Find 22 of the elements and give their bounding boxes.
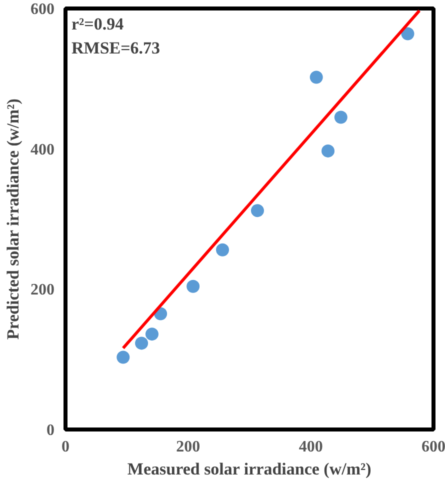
point <box>135 336 148 350</box>
point <box>216 243 230 256</box>
y-axis-title: Predicted solar irradiance (w/m²) <box>4 98 22 340</box>
point <box>401 27 414 40</box>
point <box>145 328 158 341</box>
x-axis-title: Measured solar irradiance (w/m²) <box>127 460 372 478</box>
annotation: RMSE=6.73 <box>72 38 160 58</box>
point <box>310 70 323 84</box>
y-tick-label: 400 <box>30 141 54 158</box>
y-tick-label: 200 <box>30 282 54 299</box>
annotation: r²=0.94 <box>72 14 124 34</box>
y-tick-label: 600 <box>30 1 54 18</box>
x-tick-label: 200 <box>176 438 200 456</box>
x-tick-label: 600 <box>422 438 445 456</box>
point <box>116 350 130 364</box>
point <box>186 280 200 293</box>
point <box>250 204 264 218</box>
point <box>334 110 348 124</box>
y-tick-label: 0 <box>46 422 54 439</box>
x-tick-label: 400 <box>298 438 323 456</box>
point <box>322 144 335 158</box>
x-tick-label: 0 <box>62 438 70 456</box>
